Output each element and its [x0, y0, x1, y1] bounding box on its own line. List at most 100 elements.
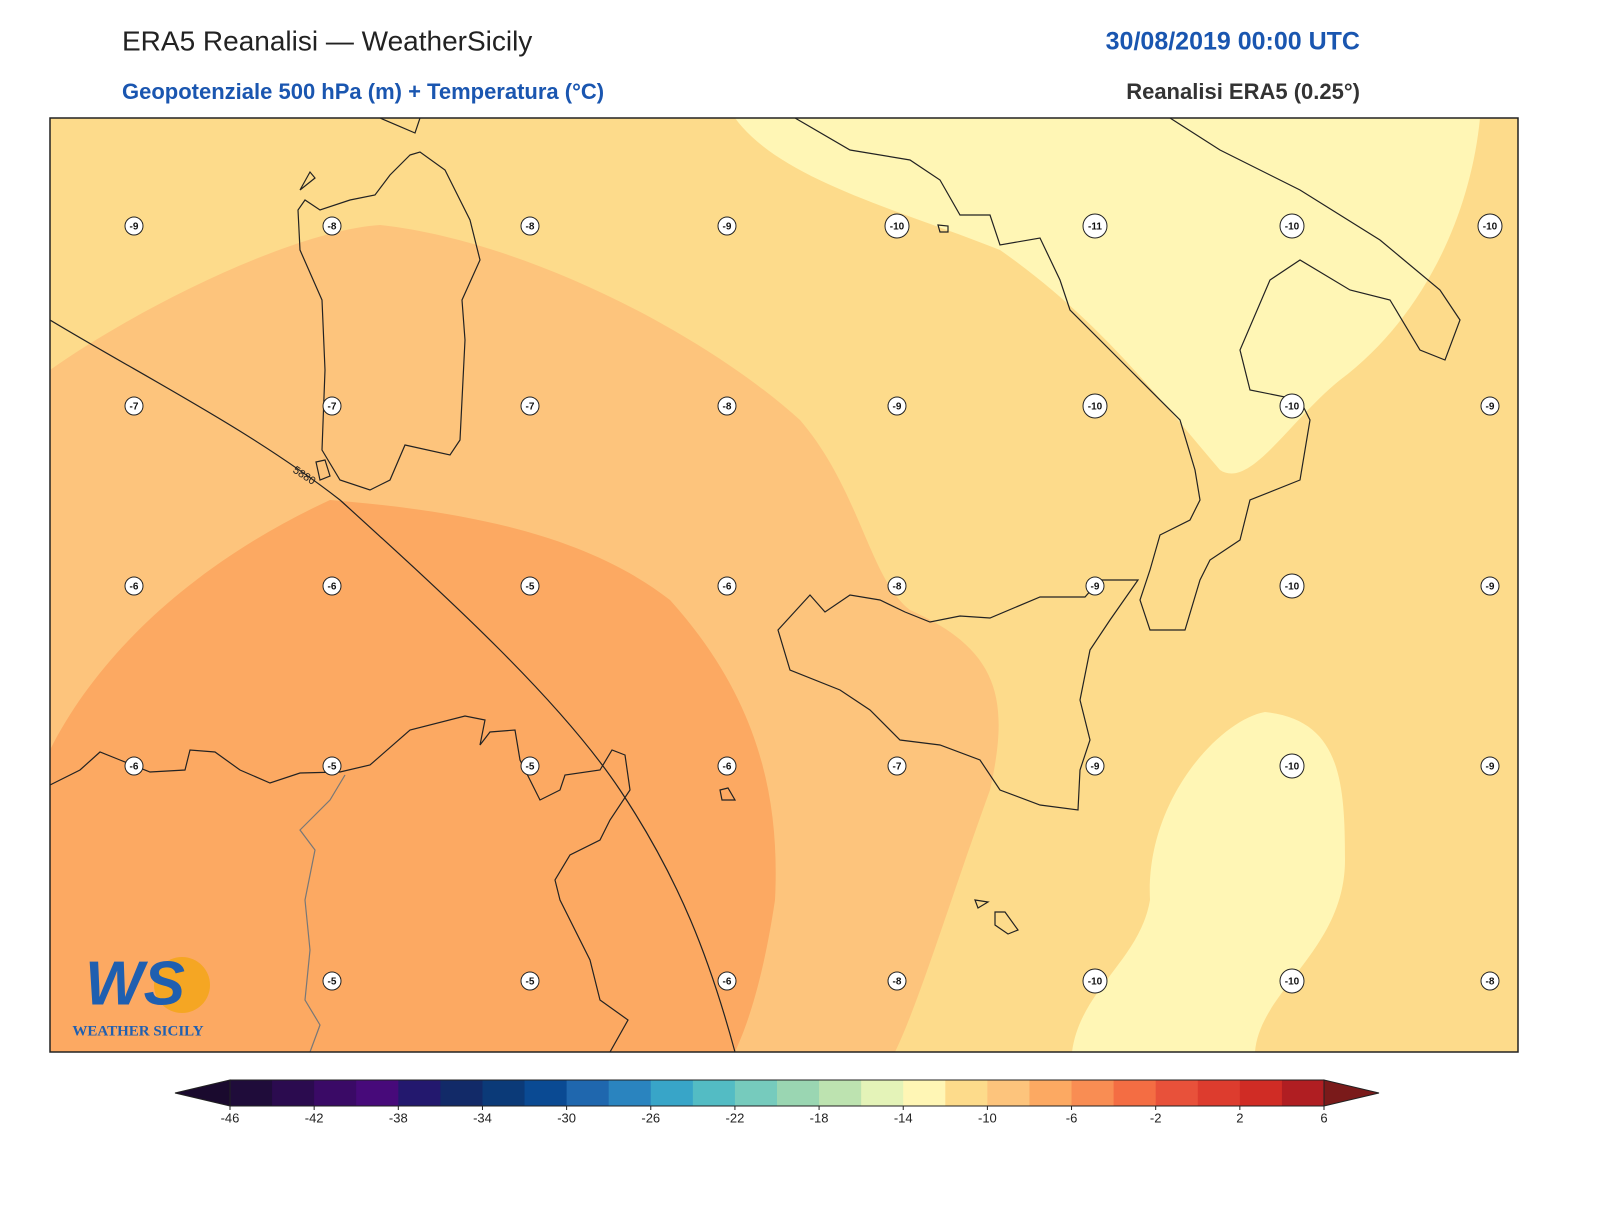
station-marker [1279, 393, 1305, 419]
coastline [777, 579, 1140, 811]
station-marker [124, 756, 144, 776]
station-marker [322, 396, 342, 416]
station-value: -9 [723, 222, 732, 233]
station-marker [1082, 213, 1108, 239]
station-marker [1477, 213, 1503, 239]
colorbar-segment [1071, 1080, 1115, 1106]
station-value: -5 [526, 762, 535, 773]
colorbar-segment [1281, 1080, 1325, 1106]
station-marker [887, 396, 907, 416]
colorbar-segment [482, 1080, 526, 1106]
colorbar-segment [777, 1080, 820, 1106]
station-value: -7 [526, 402, 535, 413]
station-marker [124, 216, 144, 236]
station-value: -10 [890, 222, 905, 233]
station-value: -8 [526, 222, 535, 233]
station-marker [124, 576, 144, 596]
colorbar-extend [1323, 1079, 1380, 1107]
station-marker [717, 216, 737, 236]
colorbar-segment [272, 1080, 315, 1106]
station-marker [1480, 396, 1500, 416]
colorbar-segment [819, 1080, 862, 1106]
colorbar-tick-label: -10 [978, 1110, 997, 1125]
colorbar-segment [1239, 1080, 1283, 1106]
station-marker [717, 971, 737, 991]
colorbar-tick-label: 2 [1236, 1110, 1243, 1125]
station-value: -8 [328, 222, 337, 233]
station-marker [1279, 753, 1305, 779]
colorbar-tick-label: -30 [557, 1110, 576, 1125]
station-marker [1279, 213, 1305, 239]
colorbar-segment [692, 1080, 736, 1106]
station-value: -6 [328, 582, 337, 593]
logo-mark: WS [85, 949, 185, 1018]
station-marker [717, 756, 737, 776]
date: 30/08/2019 00:00 UTC [1106, 28, 1360, 56]
colorbar-tick-label: -26 [641, 1110, 660, 1125]
station-value: -7 [893, 762, 902, 773]
colorbar-tick-label: -34 [473, 1110, 492, 1125]
station-value: -8 [723, 402, 732, 413]
station-value: -10 [1285, 222, 1300, 233]
colorbar-tick-label: 6 [1320, 1110, 1327, 1125]
colorbar-tick-label: -46 [221, 1110, 240, 1125]
colorbar-tick-label: -42 [305, 1110, 324, 1125]
station-marker [1082, 968, 1108, 994]
coastline [50, 715, 631, 1052]
colorbar-segment [314, 1080, 357, 1106]
station-value: -5 [526, 582, 535, 593]
station-value: -9 [1486, 402, 1495, 413]
station-value: -7 [130, 402, 139, 413]
station-marker [717, 396, 737, 416]
station-marker [520, 216, 540, 236]
border [299, 774, 346, 1052]
station-marker [1085, 576, 1105, 596]
station-value: -8 [893, 977, 902, 988]
station-marker [1082, 393, 1108, 419]
station-value: -8 [1486, 977, 1495, 988]
colorbar-segment [945, 1080, 988, 1106]
station-marker [1085, 756, 1105, 776]
station-marker [884, 213, 910, 239]
station-value: -11 [1088, 222, 1102, 233]
colorbar-tick-label: -14 [894, 1110, 913, 1125]
source: Reanalisi ERA5 (0.25°) [1126, 79, 1360, 104]
station-value: -10 [1285, 582, 1300, 593]
colorbar-tick-label: -2 [1150, 1110, 1162, 1125]
station-value: -10 [1285, 402, 1300, 413]
coastline [794, 118, 1461, 631]
station-value: -9 [1486, 582, 1495, 593]
colorbar: -46 -42 -38 -34 -30 -26 -22 -18 -14 -10 -6 -2 2 6 [174, 1079, 1380, 1125]
colorbar-segment [1197, 1080, 1241, 1106]
station-value: -9 [893, 402, 902, 413]
station-marker [322, 756, 342, 776]
logo-name: WEATHER SICILY [72, 1023, 203, 1039]
colorbar-segment [1113, 1080, 1157, 1106]
station-marker [322, 576, 342, 596]
colorbar-tick-label: -38 [389, 1110, 408, 1125]
colorbar-segment [566, 1080, 610, 1106]
colorbar-segment [734, 1080, 778, 1106]
field [1072, 712, 1345, 1052]
coastline [297, 118, 481, 491]
station-value: -9 [1091, 582, 1100, 593]
colorbar-segment [650, 1080, 694, 1106]
station-marker [520, 576, 540, 596]
station-marker [322, 971, 342, 991]
station-marker [520, 971, 540, 991]
station-marker [887, 756, 907, 776]
station-value: -7 [328, 402, 337, 413]
colorbar-outline [229, 1079, 1325, 1107]
colorbar-segment [861, 1080, 904, 1106]
station-marker [124, 396, 144, 416]
contour-5880 [50, 319, 736, 1052]
station-value: -6 [130, 762, 139, 773]
station-marker [887, 576, 907, 596]
station-marker [887, 971, 907, 991]
station-marker [1279, 968, 1305, 994]
logo-sun [154, 957, 210, 1013]
colorbar-segment [356, 1080, 399, 1106]
colorbar-segment [1029, 1080, 1073, 1106]
station-marker [717, 576, 737, 596]
